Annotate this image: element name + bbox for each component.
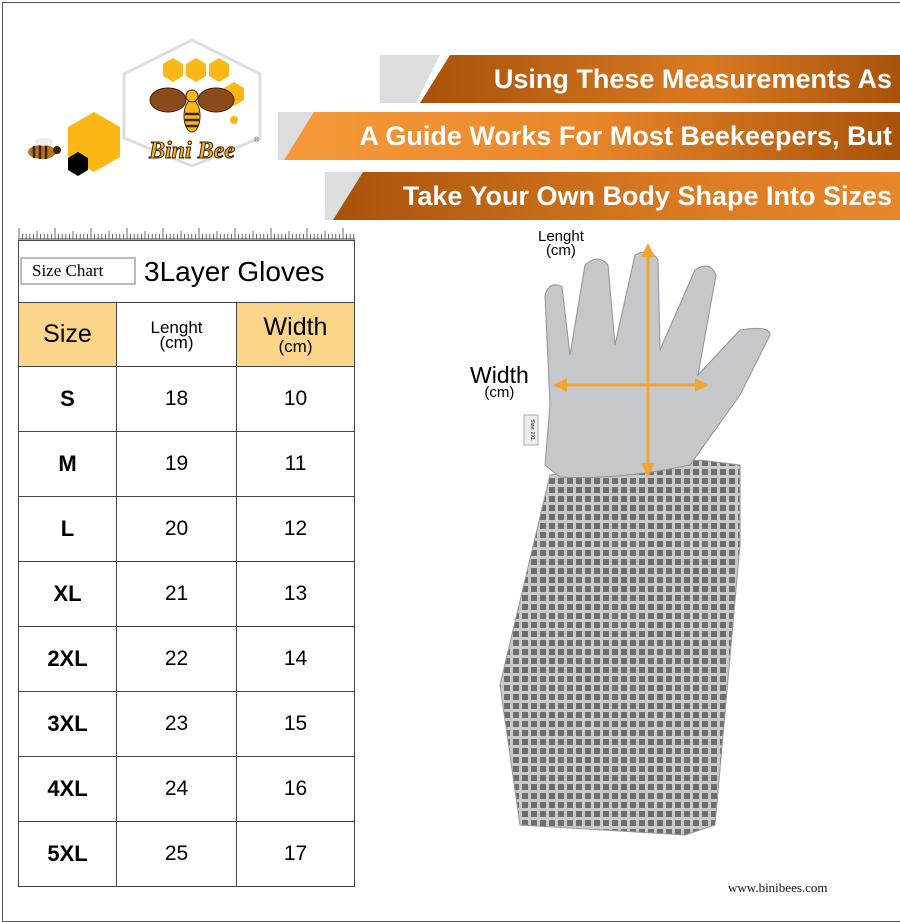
size-tag: Size: 2XL — [529, 419, 535, 441]
chart-title: 3Layer Gloves — [144, 255, 325, 287]
cell-width: 13 — [236, 561, 355, 627]
cell-width: 11 — [236, 431, 355, 497]
table-row: S 18 10 — [18, 366, 355, 432]
header-width: Width (cm) — [236, 302, 355, 367]
cell-length: 19 — [116, 431, 237, 497]
size-chart-badge: Size Chart — [20, 256, 136, 285]
cell-width: 14 — [236, 626, 355, 692]
cell-length: 23 — [116, 691, 237, 757]
cell-size: 4XL — [18, 756, 117, 822]
cell-width: 15 — [236, 691, 355, 757]
logo-text: Bini Bee — [148, 138, 235, 164]
cell-size: 2XL — [18, 626, 117, 692]
cell-length: 25 — [116, 821, 237, 887]
banner-line-3: Take Your Own Body Shape Into Sizes — [325, 172, 900, 220]
width-label: Width (cm) — [470, 362, 529, 401]
cell-width: 16 — [236, 756, 355, 822]
cell-length: 18 — [116, 366, 237, 432]
svg-text:®: ® — [254, 136, 260, 144]
cell-width: 12 — [236, 496, 355, 562]
website-link[interactable]: www.binibees.com — [728, 880, 828, 895]
cell-size: 5XL — [18, 821, 117, 887]
bee-icon — [28, 138, 61, 159]
cell-length: 21 — [116, 561, 237, 627]
bini-bee-logo: Bini Bee ® — [122, 38, 262, 168]
cell-width: 17 — [236, 821, 355, 887]
cell-length: 20 — [116, 496, 237, 562]
cell-size: S — [18, 366, 117, 432]
glove-hand — [544, 251, 771, 478]
cell-length: 24 — [116, 756, 237, 822]
table-row: M 19 11 — [18, 431, 355, 497]
cell-width: 10 — [236, 366, 355, 432]
table-row: 2XL 22 14 — [18, 626, 355, 692]
header-length: Lenght (cm) — [116, 302, 237, 367]
table-row: 4XL 24 16 — [18, 756, 355, 822]
cell-size: 3XL — [18, 691, 117, 757]
cell-size: XL — [18, 561, 117, 627]
ruler-decoration — [18, 228, 355, 240]
banner-line-2: A Guide Works For Most Beekeepers, But — [278, 112, 900, 160]
cell-size: M — [18, 431, 117, 497]
table-row: 5XL 25 17 — [18, 821, 355, 887]
table-row: XL 21 13 — [18, 561, 355, 627]
mesh-sleeve — [499, 459, 741, 836]
table-row: L 20 12 — [18, 496, 355, 562]
honeycomb-icon — [68, 112, 120, 176]
length-label: Lenght (cm) — [538, 228, 584, 259]
cell-length: 22 — [116, 626, 237, 692]
cell-size: L — [18, 496, 117, 562]
glove-diagram: Size: 2XL — [499, 243, 771, 836]
size-chart-table: Size Chart 3Layer Gloves Size Lenght (cm) … — [18, 240, 355, 887]
table-row: 3XL 23 15 — [18, 691, 355, 757]
banner-line-1: Using These Measurements As — [380, 55, 900, 103]
header-size: Size — [18, 302, 117, 367]
